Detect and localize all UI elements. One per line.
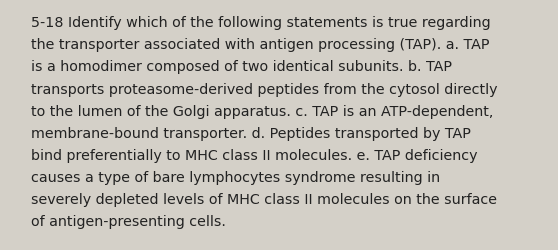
Text: membrane-bound transporter. d. Peptides transported by TAP: membrane-bound transporter. d. Peptides … (31, 126, 470, 140)
Text: the transporter associated with antigen processing (TAP). a. TAP: the transporter associated with antigen … (31, 38, 489, 52)
Text: of antigen-presenting cells.: of antigen-presenting cells. (31, 214, 225, 228)
Text: bind preferentially to MHC class II molecules. e. TAP deficiency: bind preferentially to MHC class II mole… (31, 148, 477, 162)
Text: 5-18 Identify which of the following statements is true regarding: 5-18 Identify which of the following sta… (31, 16, 490, 30)
Text: causes a type of bare lymphocytes syndrome resulting in: causes a type of bare lymphocytes syndro… (31, 170, 440, 184)
Text: is a homodimer composed of two identical subunits. b. TAP: is a homodimer composed of two identical… (31, 60, 451, 74)
Text: severely depleted levels of MHC class II molecules on the surface: severely depleted levels of MHC class II… (31, 192, 497, 206)
Text: transports proteasome-derived peptides from the cytosol directly: transports proteasome-derived peptides f… (31, 82, 497, 96)
Text: to the lumen of the Golgi apparatus. c. TAP is an ATP-dependent,: to the lumen of the Golgi apparatus. c. … (31, 104, 493, 118)
